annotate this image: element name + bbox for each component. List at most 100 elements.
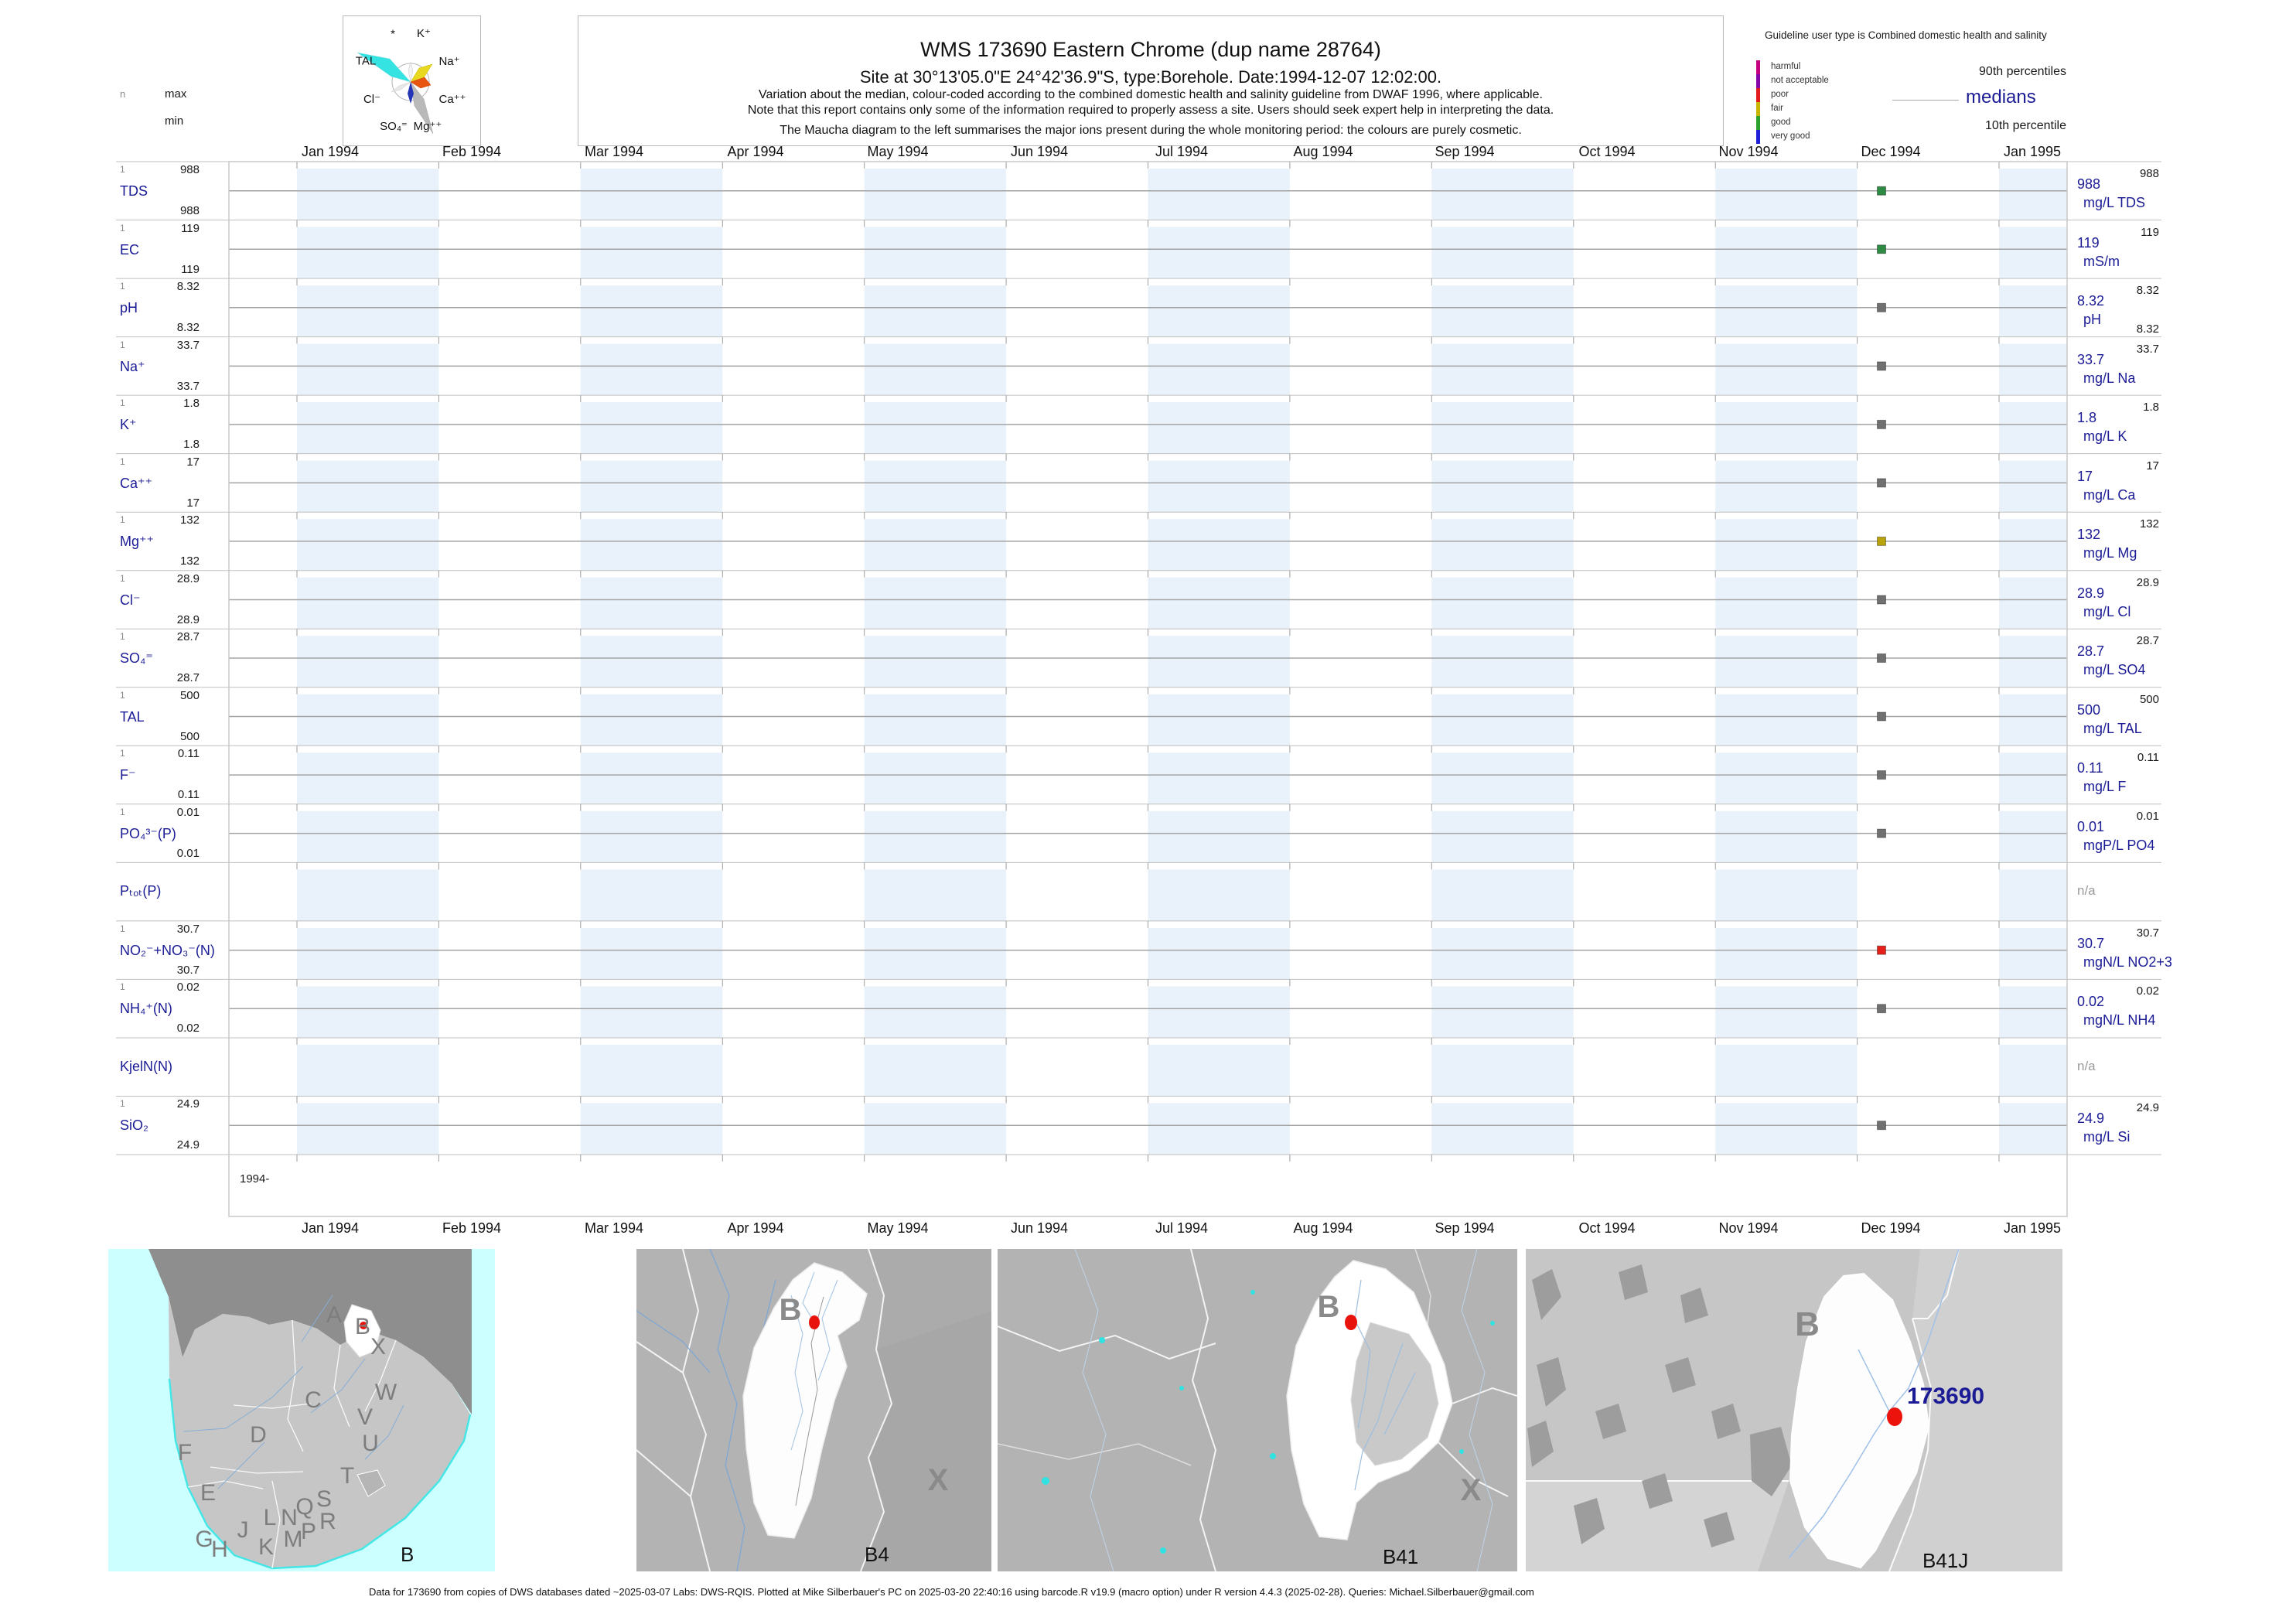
region-letter: J <box>237 1517 249 1543</box>
region-letter: G <box>195 1527 213 1552</box>
month-band <box>864 577 1007 629</box>
sample-point <box>1877 478 1886 488</box>
guideline-class-label: fair <box>1771 104 1783 113</box>
row-n: 1 <box>120 397 125 409</box>
row-n: 1 <box>120 981 125 993</box>
row-min: 1.8 <box>183 438 200 452</box>
row-n: 1 <box>120 222 125 234</box>
row-min: 8.32 <box>176 321 200 335</box>
month-band <box>1148 1103 1290 1155</box>
row-unit: mS/m <box>2083 253 2120 269</box>
map4-panel-label: B41J <box>1922 1549 1968 1571</box>
month-band <box>1148 927 1290 980</box>
row-n: 1 <box>120 572 125 584</box>
month-band <box>1715 402 1858 454</box>
month-band <box>580 343 723 396</box>
footer-provenance: Data for 173690 from copies of DWS datab… <box>369 1586 1534 1598</box>
row-unit: mg/L Mg <box>2083 545 2137 561</box>
map4-catchment-b41j <box>1789 1272 1930 1569</box>
row-median: 0.02 <box>2077 994 2105 1010</box>
report-note-3: The Maucha diagram to the left summarise… <box>780 124 1522 137</box>
map2-catchment-b4 <box>742 1262 868 1539</box>
year-axis-label: 1994- <box>240 1172 270 1186</box>
region-letter: E <box>200 1480 216 1506</box>
row-n: 1 <box>120 631 125 643</box>
month-band <box>1148 752 1290 804</box>
row-median: 132 <box>2077 527 2101 543</box>
maucha-ray-tal <box>357 52 411 83</box>
stats-header-min: min <box>165 114 184 128</box>
row-min: 30.7 <box>176 963 200 977</box>
row-p90: 28.7 <box>2136 634 2159 648</box>
maucha-ion-label: SO₄⁼ <box>380 120 408 133</box>
month-band <box>864 810 1007 863</box>
month-band <box>297 1045 439 1097</box>
row-name: Ca⁺⁺ <box>120 475 153 491</box>
row-unit: mg/L Si <box>2083 1129 2131 1145</box>
row-n: 1 <box>120 514 125 526</box>
row-n: 1 <box>120 806 125 817</box>
row-max: 28.9 <box>176 571 200 585</box>
sample-point <box>1877 653 1886 663</box>
month-band <box>864 169 1007 220</box>
month-band <box>864 927 1007 980</box>
month-band <box>1999 343 2067 396</box>
row-min: 0.11 <box>177 788 200 802</box>
row-max: 30.7 <box>176 922 200 936</box>
map3-subcatchment-b41j <box>1350 1322 1439 1466</box>
row-p90: 119 <box>2141 225 2159 239</box>
maucha-ion-label: K⁺ <box>417 27 431 40</box>
region-letter: L <box>264 1505 277 1530</box>
map1-panel-label: B <box>401 1543 414 1566</box>
sample-point <box>1877 711 1886 722</box>
month-label: Mar 1994 <box>584 1220 644 1236</box>
month-band <box>1999 752 2067 804</box>
row-min: 28.7 <box>176 671 200 685</box>
row-median: 1.8 <box>2077 410 2097 426</box>
month-label: Sep 1994 <box>1435 144 1495 159</box>
guideline-color-very-good <box>1756 130 1760 144</box>
month-band <box>1715 752 1858 804</box>
row-unit: mg/L TDS <box>2083 195 2146 210</box>
row-name: Mg⁺⁺ <box>120 534 155 550</box>
row-n: 1 <box>120 281 125 292</box>
row-unit: mg/L Na <box>2083 370 2136 386</box>
guideline-title: Guideline user type is Combined domestic… <box>1765 29 2047 41</box>
region-letter: S <box>316 1486 332 1512</box>
month-band <box>297 577 439 629</box>
month-band <box>297 694 439 746</box>
row-n: 1 <box>120 455 125 467</box>
row-max: 988 <box>179 163 200 176</box>
month-band <box>1999 1103 2067 1155</box>
month-label: Jan 1994 <box>301 144 360 159</box>
month-band <box>1999 577 2067 629</box>
stats-header-max: max <box>165 87 187 101</box>
month-band <box>1148 636 1290 687</box>
month-band <box>1431 810 1574 863</box>
row-min: 17 <box>186 496 200 510</box>
guideline-class-label: very good <box>1771 131 1810 141</box>
row-median: 30.7 <box>2077 935 2105 951</box>
row-min: 0.01 <box>176 846 200 860</box>
region-letter: W <box>375 1380 397 1405</box>
maucha-ray-ca <box>410 77 432 89</box>
month-band <box>1431 1045 1574 1097</box>
month-band <box>580 1045 723 1097</box>
report-subtitle: Site at 30°13'05.0"E 24°42'36.9"S, type:… <box>859 67 1442 87</box>
month-band <box>1715 636 1858 687</box>
month-band <box>1999 869 2067 921</box>
row-name: Cl⁻ <box>120 592 141 608</box>
month-band <box>1148 285 1290 337</box>
row-median: 0.11 <box>2077 760 2103 776</box>
guideline-class-label: harmful <box>1771 62 1801 71</box>
month-band <box>1715 460 1858 513</box>
row-p90: 988 <box>2139 167 2159 180</box>
month-band <box>864 402 1007 454</box>
region-letter: X <box>370 1334 386 1360</box>
legend-p90-label: 90th percentiles <box>1979 65 2066 78</box>
sample-point <box>1877 1004 1886 1014</box>
row-name: NO₂⁻+NO₃⁻(N) <box>120 942 215 958</box>
row-n: 1 <box>120 1098 125 1110</box>
guideline-color-good <box>1756 116 1760 130</box>
